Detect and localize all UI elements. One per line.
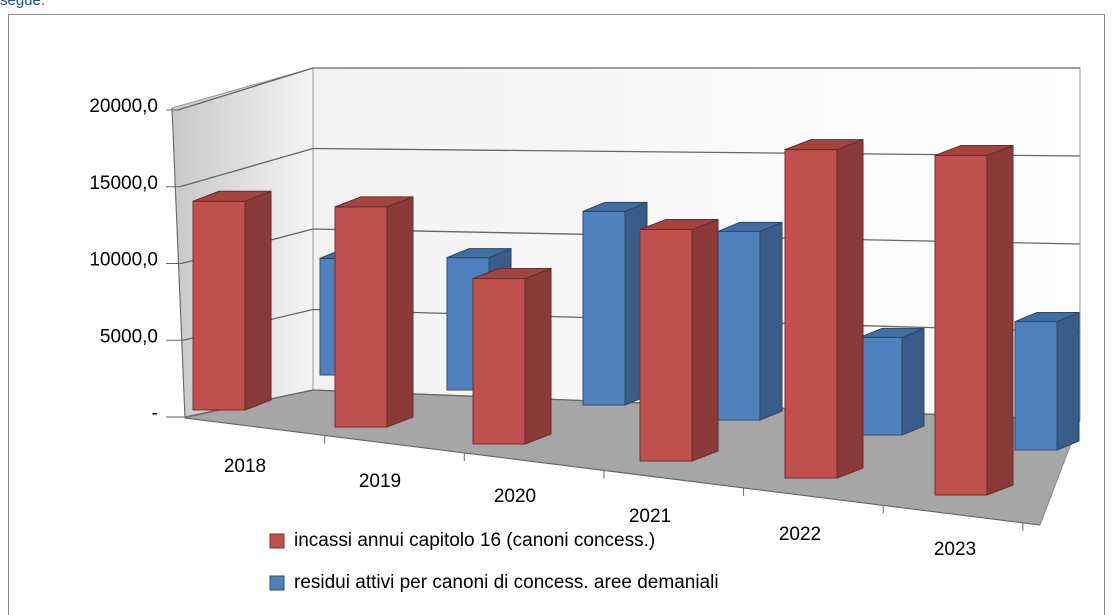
x-tick-label: 2021 xyxy=(629,506,671,527)
bar-top xyxy=(192,190,272,202)
bar-side xyxy=(386,196,414,428)
bar-top xyxy=(934,145,1014,157)
bar-top xyxy=(472,268,552,279)
bar xyxy=(639,228,693,462)
legend-label: residui attivi per canoni di concess. ar… xyxy=(294,572,719,593)
bar-top xyxy=(784,139,864,151)
x-tick-label: 2023 xyxy=(934,539,976,560)
bar-top xyxy=(639,218,719,230)
x-tick-label: 2018 xyxy=(224,456,266,477)
bar xyxy=(717,230,761,421)
bar-top xyxy=(446,248,512,259)
bar-side xyxy=(1056,311,1080,451)
bar-side xyxy=(524,267,552,445)
bar xyxy=(859,336,903,436)
y-tick-label: 20000,0 xyxy=(89,96,158,117)
grid-line xyxy=(177,67,314,111)
bar xyxy=(1014,321,1058,451)
bar-top xyxy=(582,201,648,212)
x-tick-label: 2019 xyxy=(359,471,401,492)
bar-top xyxy=(1014,312,1080,323)
bar-side xyxy=(244,190,272,411)
bar xyxy=(582,210,626,406)
bar-top xyxy=(859,327,925,338)
y-tick-label: 15000,0 xyxy=(89,173,158,194)
y-tick-label: 5000,0 xyxy=(100,326,158,347)
bar xyxy=(934,155,988,496)
y-axis xyxy=(171,107,186,419)
bar xyxy=(334,206,388,428)
grid-line xyxy=(179,147,314,188)
bar xyxy=(472,278,526,445)
bar-top xyxy=(717,221,783,232)
x-tick-label: 2022 xyxy=(779,524,821,545)
x-tick-label: 2020 xyxy=(494,486,536,507)
y-tick-label: 10000,0 xyxy=(89,250,158,271)
legend-label: incassi annui capitolo 16 (canoni conces… xyxy=(294,530,655,551)
y-tick-label: - xyxy=(152,403,158,424)
header-text: segue. xyxy=(0,0,46,9)
bar-side xyxy=(759,221,783,421)
bar-side xyxy=(691,218,719,462)
x-axis xyxy=(184,417,1041,526)
bar-top xyxy=(334,196,414,208)
legend-swatch xyxy=(269,533,285,549)
bar xyxy=(192,200,246,411)
chart-border xyxy=(8,14,1105,615)
bar-side xyxy=(986,144,1014,496)
bar-side xyxy=(901,327,925,436)
legend-swatch xyxy=(269,575,285,591)
bar xyxy=(784,149,838,479)
bar-side xyxy=(836,138,864,479)
